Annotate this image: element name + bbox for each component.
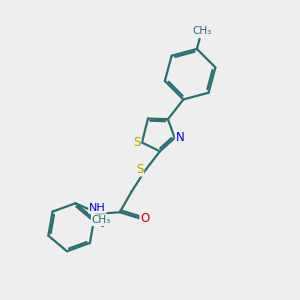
Text: NH: NH (89, 203, 106, 213)
Text: CH₃: CH₃ (192, 26, 212, 36)
Text: S: S (136, 163, 143, 176)
Text: S: S (133, 136, 140, 149)
Text: O: O (140, 212, 150, 225)
Text: CH₃: CH₃ (92, 215, 111, 225)
Text: N: N (176, 131, 184, 145)
